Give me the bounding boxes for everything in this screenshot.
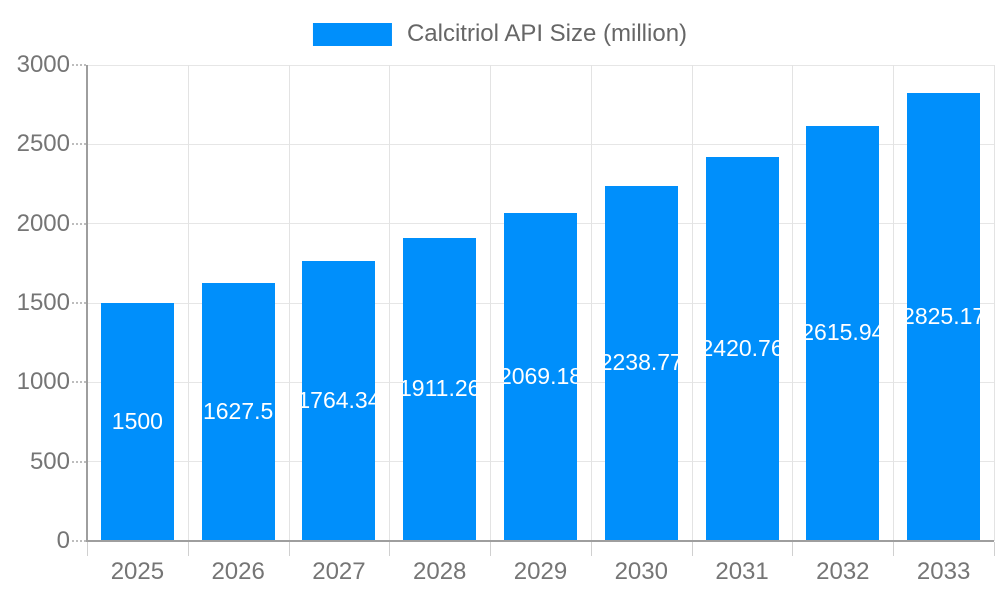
- y-tick-mark: [72, 540, 86, 542]
- legend[interactable]: Calcitriol API Size (million): [312, 20, 688, 48]
- v-gridline: [792, 65, 794, 541]
- bar[interactable]: 2069.18: [504, 212, 577, 540]
- x-tick-mark: [590, 542, 592, 556]
- x-axis-tick-label: 2027: [312, 558, 366, 585]
- x-axis-tick-label: 2025: [110, 558, 165, 585]
- bar-value-label: 2615.94: [806, 319, 880, 346]
- x-tick-mark: [187, 542, 189, 556]
- h-gridline: [87, 143, 994, 145]
- x-tick-mark: [893, 542, 895, 556]
- bar-value-label: 2825.17: [907, 302, 981, 329]
- y-axis-tick-label: 2500: [16, 130, 70, 158]
- bar-value-label: 2238.77: [604, 349, 678, 376]
- x-tick-mark: [490, 542, 492, 556]
- y-tick-mark: [72, 64, 86, 66]
- x-axis-tick-label: 2026: [211, 558, 265, 585]
- v-gridline: [389, 65, 391, 541]
- y-tick-mark: [72, 302, 86, 304]
- x-tick-mark: [87, 542, 88, 556]
- y-tick-mark: [72, 222, 86, 225]
- bar-value-label: 2069.18: [504, 362, 577, 389]
- y-axis-tick-label: 1500: [16, 289, 70, 316]
- bar[interactable]: 1764.34: [302, 261, 376, 540]
- y-axis-tick-label: 1000: [16, 368, 70, 396]
- x-tick-mark: [691, 542, 693, 556]
- y-tick-mark: [72, 381, 86, 384]
- v-gridline: [691, 65, 693, 541]
- bar[interactable]: 2420.76: [705, 156, 779, 540]
- y-axis-line: [86, 65, 88, 541]
- v-gridline: [288, 65, 290, 541]
- x-axis-tick-label: 2033: [916, 558, 971, 585]
- y-axis-tick-label: 500: [29, 447, 70, 475]
- y-axis-tick-label: 0: [56, 527, 70, 554]
- y-tick-mark: [72, 460, 86, 463]
- x-axis-tick-label: 2030: [614, 558, 668, 585]
- bar[interactable]: 1911.26: [403, 237, 477, 540]
- bar-value-label: 1627.5: [202, 397, 274, 424]
- h-gridline: [87, 64, 994, 66]
- legend-label[interactable]: Calcitriol API Size (million): [406, 20, 688, 47]
- x-axis-tick-label: 2031: [715, 558, 769, 585]
- legend-swatch[interactable]: [312, 22, 392, 46]
- x-tick-mark: [792, 542, 794, 556]
- x-tick-mark: [994, 542, 995, 556]
- bar[interactable]: 1500: [100, 303, 174, 540]
- bar[interactable]: 2238.77: [604, 185, 678, 540]
- bar-value-label: 2420.76: [705, 334, 779, 361]
- v-gridline: [590, 65, 592, 541]
- x-axis-tick-label: 2029: [513, 558, 568, 585]
- bar-value-label: 1500: [111, 408, 163, 434]
- y-axis-tick-label: 2000: [16, 209, 70, 237]
- y-tick-mark: [72, 143, 86, 146]
- x-tick-mark: [389, 542, 391, 556]
- x-axis-tick-label: 2032: [816, 558, 870, 585]
- v-gridline: [893, 65, 895, 541]
- v-gridline: [994, 65, 995, 541]
- v-gridline: [187, 65, 189, 541]
- bar[interactable]: 1627.5: [201, 282, 275, 540]
- bar-value-label: 1911.26: [403, 375, 477, 402]
- bar-value-label: 1764.34: [302, 387, 376, 414]
- bar[interactable]: 2615.94: [806, 125, 880, 540]
- x-axis-tick-label: 2028: [413, 558, 467, 585]
- x-axis-line: [86, 540, 994, 542]
- v-gridline: [490, 65, 492, 541]
- bar[interactable]: 2825.17: [907, 92, 981, 540]
- y-axis-tick-label: 3000: [16, 51, 70, 78]
- x-tick-mark: [288, 542, 290, 556]
